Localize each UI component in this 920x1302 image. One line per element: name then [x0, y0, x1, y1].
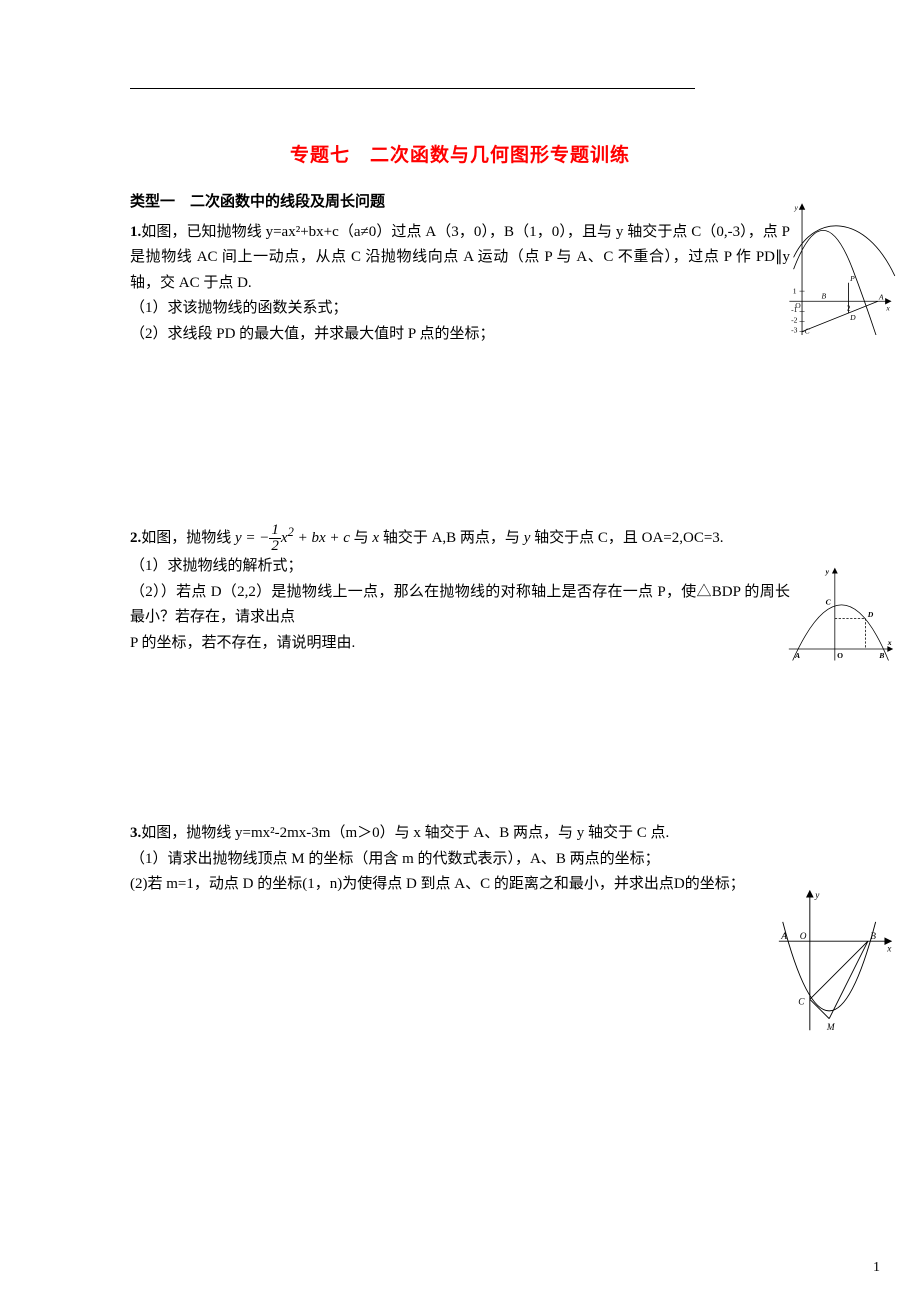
problem-2-text: 2.如图，抛物线 y = −12x2 + bx + c 与 x 轴交于 A,B …: [130, 522, 790, 554]
figure-1: O A B C D P x y 1 -1 -2 -3 2: [780, 200, 900, 335]
problem-2: 2.如图，抛物线 y = −12x2 + bx + c 与 x 轴交于 A,B …: [130, 522, 790, 656]
parabola-diagram-3-icon: A B C M O x y: [775, 880, 895, 1045]
problem-1: 1.如图，已知抛物线 y=ax²+bx+c（a≠0）过点 A（3，0），B（1，…: [130, 220, 790, 348]
page-title: 专题七 二次函数与几何图形专题训练: [130, 140, 790, 172]
label-y: y: [814, 891, 820, 901]
problem-number: 3.: [130, 825, 141, 841]
label-B: B: [821, 292, 826, 301]
problem-number: 2.: [130, 530, 141, 546]
problem-3-text: 3.如图，抛物线 y=mx²-2mx-3m（m＞0）与 x 轴交于 A、B 两点…: [130, 821, 790, 847]
label-B: B: [870, 932, 876, 942]
problem-2-formula: 如图，抛物线 y = −12x2 + bx + c 与 x 轴交于 A,B 两点…: [141, 530, 723, 546]
problem-3-sub2: (2)若 m=1，动点 D 的坐标(1，n)为使得点 D 到点 A、C 的距离之…: [130, 872, 790, 898]
figure-2: A B C D O x y: [785, 562, 900, 667]
label-D: D: [867, 610, 874, 619]
problem-1-line0: 如图，已知抛物线 y=ax²+bx+c（a≠0）过点 A（3，0），B（1，0）…: [130, 224, 790, 291]
page-number: 1: [873, 1256, 880, 1280]
label-A: A: [794, 651, 800, 660]
tick-n1: -1: [791, 305, 798, 314]
label-C: C: [805, 326, 811, 335]
problem-3: 3.如图，抛物线 y=mx²-2mx-3m（m＞0）与 x 轴交于 A、B 两点…: [130, 821, 790, 898]
label-B: B: [878, 651, 884, 660]
label-A: A: [780, 932, 787, 942]
label-y: y: [793, 203, 798, 212]
problem-2-sub2: （2））若点 D（2,2）是抛物线上一点，那么在抛物线的对称轴上是否存在一点 P…: [130, 580, 790, 631]
label-A: A: [878, 293, 884, 302]
label-D: D: [849, 313, 856, 322]
problem-3-sub1: （1）请求出抛物线顶点 M 的坐标（用含 m 的代数式表示），A、B 两点的坐标…: [130, 847, 790, 873]
tick-n3: -3: [791, 325, 798, 334]
tick-1: 1: [793, 287, 797, 296]
problem-3-line0: 如图，抛物线 y=mx²-2mx-3m（m＞0）与 x 轴交于 A、B 两点，与…: [141, 825, 669, 841]
label-C: C: [826, 598, 832, 607]
problem-number: 1.: [130, 224, 141, 240]
label-O: O: [800, 932, 807, 942]
label-C: C: [798, 998, 805, 1008]
label-O: O: [837, 651, 843, 660]
parabola-diagram-2-icon: A B C D O x y: [785, 562, 900, 667]
figure-3: A B C M O x y: [775, 880, 895, 1045]
label-P: P: [849, 274, 855, 283]
label-y: y: [825, 567, 830, 576]
problem-1-sub2: （2）求线段 PD 的最大值，并求最大值时 P 点的坐标；: [130, 322, 790, 348]
header-rule: [130, 88, 695, 89]
problem-2-sub3: P 的坐标，若不存在，请说明理由.: [130, 631, 790, 657]
section-heading: 类型一 二次函数中的线段及周长问题: [130, 190, 790, 216]
label-x: x: [887, 638, 892, 647]
label-M: M: [826, 1023, 836, 1033]
parabola-diagram-1-icon: O A B C D P x y 1 -1 -2 -3 2: [780, 200, 900, 335]
label-x: x: [885, 304, 890, 313]
problem-2-sub1: （1）求抛物线的解析式；: [130, 554, 790, 580]
tick-n2: -2: [791, 315, 798, 324]
problem-1-text: 1.如图，已知抛物线 y=ax²+bx+c（a≠0）过点 A（3，0），B（1，…: [130, 220, 790, 297]
label-x: x: [886, 944, 892, 954]
tick-x2: 2: [847, 304, 851, 313]
problem-1-sub1: （1）求该抛物线的函数关系式；: [130, 296, 790, 322]
